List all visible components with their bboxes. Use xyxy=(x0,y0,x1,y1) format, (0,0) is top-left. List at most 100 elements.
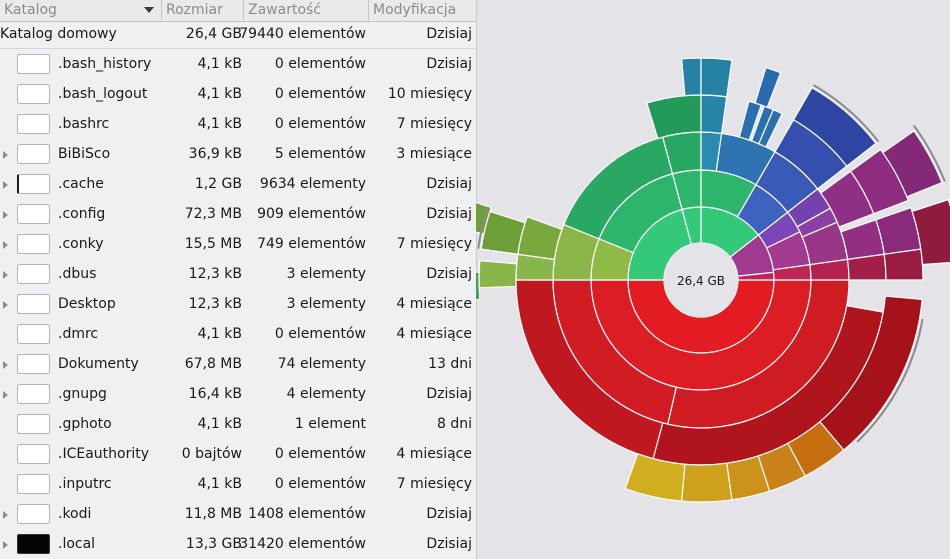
row-name: .bashrc xyxy=(58,116,110,132)
row-name: .gphoto xyxy=(58,416,112,432)
row-modified: Dzisiaj xyxy=(426,266,472,282)
file-row[interactable]: .bash_history 4,1 kB 0 elementów Dzisiaj xyxy=(0,49,476,79)
row-contents: 0 elementów xyxy=(274,326,366,342)
row-modified: 3 miesiące xyxy=(396,146,472,162)
row-size: 0 bajtów xyxy=(181,446,242,462)
folder-icon xyxy=(17,294,50,314)
expand-arrow-icon[interactable] xyxy=(3,271,8,279)
file-icon xyxy=(17,474,50,494)
file-row[interactable]: .bashrc 4,1 kB 0 elementów 7 miesięcy xyxy=(0,109,476,139)
sunburst-segment[interactable] xyxy=(700,57,733,98)
file-row[interactable]: BiBiSco 36,9 kB 5 elementów 3 miesiące xyxy=(0,139,476,169)
column-contents-header[interactable]: Zawartość xyxy=(244,0,369,21)
expand-arrow-icon[interactable] xyxy=(3,241,8,249)
expand-arrow-icon[interactable] xyxy=(3,511,8,519)
sunburst-segment[interactable] xyxy=(883,248,924,281)
folder-icon xyxy=(17,174,50,194)
file-row[interactable]: .dbus 12,3 kB 3 elementy Dzisiaj xyxy=(0,259,476,289)
row-name: .kodi xyxy=(58,506,92,522)
sunburst-rim xyxy=(812,84,880,143)
folder-icon xyxy=(17,204,50,224)
sunburst-segment[interactable] xyxy=(646,94,702,140)
file-row[interactable]: .ICEauthority 0 bajtów 0 elementów 4 miesią… xyxy=(0,439,476,469)
row-name: .bash_logout xyxy=(58,86,148,102)
file-row[interactable]: Dokumenty 67,8 MB 74 elementy 13 dni xyxy=(0,349,476,379)
expand-arrow-icon[interactable] xyxy=(3,211,8,219)
expand-arrow-icon[interactable] xyxy=(3,391,8,399)
row-contents: 1 element xyxy=(294,416,366,432)
row-modified: 7 miesięcy xyxy=(396,236,472,252)
file-row[interactable]: .gphoto 4,1 kB 1 element 8 dni xyxy=(0,409,476,439)
sunburst-segment[interactable] xyxy=(624,453,686,502)
sunburst-segment[interactable] xyxy=(846,253,887,281)
row-modified: Dzisiaj xyxy=(426,536,472,552)
row-modified: 7 miesięcy xyxy=(396,116,472,132)
file-row[interactable]: .cache 1,2 GB 9634 elementy Dzisiaj xyxy=(0,169,476,199)
sunburst-rim xyxy=(477,206,490,249)
row-contents: 9634 elementy xyxy=(259,176,366,192)
sunburst-segment[interactable] xyxy=(911,198,950,266)
row-modified: 13 dni xyxy=(428,356,472,372)
file-row[interactable]: .gnupg 16,4 kB 4 elementy Dzisiaj xyxy=(0,379,476,409)
disk-usage-sunburst-chart[interactable]: 26,4 GB xyxy=(476,0,950,559)
file-row[interactable]: .kodi 11,8 MB 1408 elementów Dzisiaj xyxy=(0,499,476,529)
expand-arrow-icon[interactable] xyxy=(3,541,8,549)
row-size: 72,3 MB xyxy=(184,206,242,222)
row-contents: 0 elementów xyxy=(274,56,366,72)
file-row[interactable]: .bash_logout 4,1 kB 0 elementów 10 miesięcy xyxy=(0,79,476,109)
file-row[interactable]: .dmrc 4,1 kB 0 elementów 4 miesiące xyxy=(0,319,476,349)
row-contents: 0 elementów xyxy=(274,476,366,492)
sunburst-segment[interactable] xyxy=(882,130,943,198)
column-contents-label: Zawartość xyxy=(248,2,322,18)
row-contents: 0 elementów xyxy=(274,86,366,102)
sunburst-segment[interactable] xyxy=(480,210,526,255)
chart-center[interactable] xyxy=(664,243,738,317)
row-contents: 74 elementy xyxy=(277,356,366,372)
sunburst-segment[interactable] xyxy=(738,100,762,141)
file-row[interactable]: .config 72,3 MB 909 elementów Dzisiaj xyxy=(0,199,476,229)
row-contents: 909 elementów xyxy=(257,206,366,222)
column-modified-header[interactable]: Modyfikacja xyxy=(369,0,476,21)
file-row[interactable]: Desktop 12,3 kB 3 elementy 4 miesiące xyxy=(0,289,476,319)
file-icon xyxy=(17,84,50,104)
row-size: 67,8 MB xyxy=(184,356,242,372)
row-contents: 0 elementów xyxy=(274,116,366,132)
sunburst-segment[interactable] xyxy=(754,66,782,109)
row-modified: Dzisiaj xyxy=(426,176,472,192)
row-modified: Dzisiaj xyxy=(426,206,472,222)
sunburst-segment[interactable] xyxy=(478,260,518,289)
sunburst-rim xyxy=(912,124,946,182)
row-contents: 3 elementy xyxy=(286,266,366,282)
sunburst-segment[interactable] xyxy=(792,86,877,167)
sunburst-segment[interactable] xyxy=(681,462,733,503)
expand-arrow-icon[interactable] xyxy=(3,181,8,189)
file-icon xyxy=(17,324,50,344)
sunburst-segment[interactable] xyxy=(476,271,481,303)
file-row[interactable]: .local 13,3 GB 31420 elementów Dzisiaj xyxy=(0,529,476,559)
row-name: .bash_history xyxy=(58,56,152,72)
expand-arrow-icon[interactable] xyxy=(3,361,8,369)
file-icon xyxy=(17,444,50,464)
column-name-header[interactable]: Katalog xyxy=(0,0,162,21)
column-modified-label: Modyfikacja xyxy=(373,2,457,18)
sunburst-segment[interactable] xyxy=(681,57,702,97)
row-size: 4,1 kB xyxy=(197,86,242,102)
home-folder-row[interactable]: Katalog domowy 26,4 GB 79440 elementów D… xyxy=(0,21,476,49)
sunburst-segment[interactable] xyxy=(700,94,728,135)
file-row[interactable]: .conky 15,5 MB 749 elementów 7 miesięcy xyxy=(0,229,476,259)
file-icon xyxy=(17,54,50,74)
sort-descending-icon[interactable] xyxy=(144,7,154,13)
row-modified: 10 miesięcy xyxy=(387,86,472,102)
row-size: 1,2 GB xyxy=(194,176,242,192)
sunburst-rim xyxy=(856,318,924,443)
expand-arrow-icon[interactable] xyxy=(3,151,8,159)
row-contents: 1408 elementów xyxy=(248,506,366,522)
row-modified: Dzisiaj xyxy=(426,506,472,522)
row-name: .gnupg xyxy=(58,386,107,402)
expand-arrow-icon[interactable] xyxy=(3,301,8,309)
column-size-header[interactable]: Rozmiar xyxy=(162,0,244,21)
row-modified: 4 miesiące xyxy=(396,446,472,462)
row-size: 12,3 kB xyxy=(188,296,242,312)
file-row[interactable]: .inputrc 4,1 kB 0 elementów 7 miesięcy xyxy=(0,469,476,499)
sunburst-segment[interactable] xyxy=(758,108,783,148)
